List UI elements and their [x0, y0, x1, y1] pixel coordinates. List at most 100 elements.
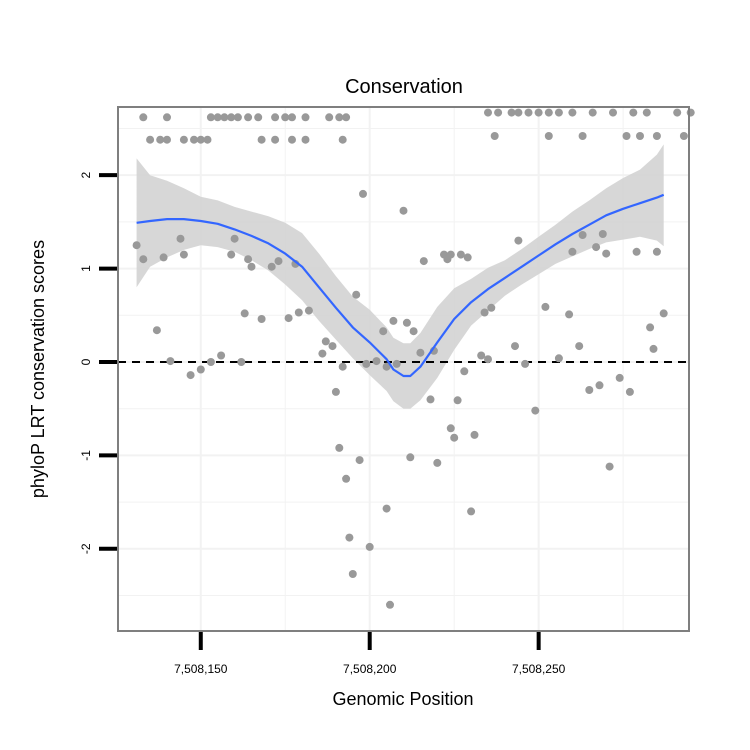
data-point: [139, 255, 148, 264]
data-point: [450, 433, 459, 442]
data-point: [521, 359, 530, 368]
data-point: [179, 250, 188, 259]
data-point: [382, 504, 391, 513]
chart-title: Conservation: [345, 76, 463, 98]
data-point: [213, 113, 222, 122]
data-point: [301, 113, 310, 122]
data-point: [331, 387, 340, 396]
data-point: [190, 135, 198, 144]
data-point: [507, 108, 516, 117]
data-point: [625, 387, 634, 396]
data-point: [294, 308, 303, 317]
data-point: [598, 230, 607, 238]
data-point: [399, 206, 408, 215]
data-point: [595, 381, 604, 390]
y-tick-label: -1: [79, 450, 93, 461]
data-point: [578, 132, 587, 140]
data-point: [342, 474, 351, 483]
data-point: [565, 310, 574, 319]
data-point: [602, 249, 611, 258]
panel-border: [117, 106, 690, 632]
data-point: [419, 257, 428, 266]
data-point: [196, 135, 205, 144]
smooth-trend-line: [136, 193, 665, 378]
data-point: [426, 395, 435, 404]
data-point: [257, 135, 266, 144]
data-point: [389, 316, 398, 325]
data-point: [554, 108, 563, 117]
data-point: [240, 309, 249, 318]
data-point: [301, 135, 310, 144]
data-point: [365, 542, 374, 551]
data-point: [568, 247, 577, 256]
data-point: [217, 351, 226, 360]
data-point: [652, 132, 661, 140]
data-point: [362, 359, 371, 368]
data-point: [304, 306, 313, 315]
data-point: [237, 358, 246, 366]
data-point: [416, 348, 425, 357]
data-point: [176, 234, 185, 243]
data-point: [386, 600, 394, 609]
data-point: [318, 349, 327, 358]
x-tick-label: 7,508,150: [174, 662, 228, 676]
data-point: [206, 358, 215, 366]
points-layer: [132, 108, 695, 609]
data-point: [642, 108, 651, 117]
data-point: [271, 135, 280, 144]
y-axis-title: phyloP LRT conservation scores: [28, 240, 48, 498]
data-point: [554, 354, 563, 363]
data-point: [321, 337, 330, 346]
data-point: [514, 108, 523, 117]
y-tick-label: 2: [79, 172, 93, 179]
data-point: [646, 323, 655, 332]
data-point: [355, 456, 364, 465]
data-point: [652, 247, 661, 256]
data-point: [267, 262, 276, 271]
data-point: [609, 108, 617, 117]
data-point: [511, 342, 519, 351]
data-point: [244, 113, 253, 122]
data-point: [578, 231, 587, 239]
data-point: [179, 135, 188, 144]
data-point: [288, 135, 296, 144]
data-point: [534, 108, 543, 117]
data-point: [649, 344, 658, 353]
data-point: [132, 241, 141, 250]
y-tick-label: -2: [79, 543, 93, 554]
data-point: [271, 113, 280, 122]
data-point: [467, 507, 476, 516]
data-point: [338, 135, 347, 144]
data-point: [338, 362, 347, 371]
data-point: [257, 315, 266, 323]
data-point: [345, 533, 354, 542]
data-point: [605, 462, 614, 471]
x-tick-label: 7,508,200: [343, 662, 397, 676]
data-point: [186, 371, 195, 380]
data-point: [284, 314, 293, 323]
data-point: [139, 113, 148, 122]
data-point: [622, 132, 631, 140]
data-point: [592, 243, 601, 252]
data-point: [470, 430, 479, 439]
data-point: [514, 236, 523, 245]
data-point: [196, 365, 205, 374]
smooth-line-layer: [136, 193, 665, 378]
data-point: [244, 255, 253, 264]
data-point: [632, 247, 641, 256]
data-point: [544, 132, 553, 140]
data-point: [463, 253, 472, 262]
data-point: [247, 262, 256, 271]
data-point: [487, 303, 496, 312]
data-point: [679, 132, 688, 140]
data-point: [382, 362, 391, 371]
data-point: [328, 342, 337, 351]
data-point: [163, 135, 171, 144]
data-point: [659, 309, 668, 318]
data-point: [456, 250, 465, 259]
data-point: [233, 113, 242, 122]
data-point: [274, 257, 283, 266]
data-point: [446, 250, 455, 259]
data-point: [636, 132, 644, 140]
data-point: [446, 424, 455, 433]
